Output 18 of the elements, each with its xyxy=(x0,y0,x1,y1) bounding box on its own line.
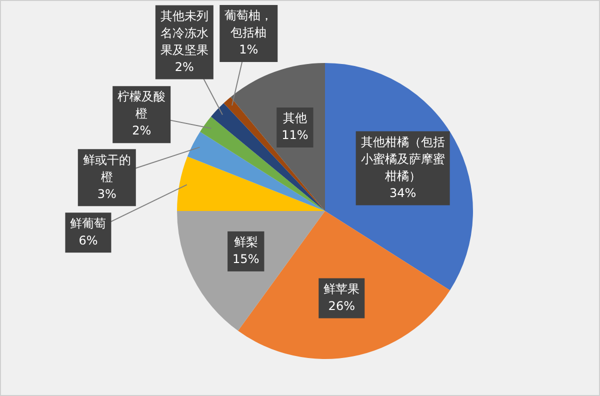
data-label: 6% xyxy=(78,233,98,248)
data-label: 15% xyxy=(232,252,260,266)
slice-label: 其他柑橘（包括小蜜橘及萨摩蜜柑橘） xyxy=(360,134,445,183)
data-label: 26% xyxy=(328,298,355,313)
data-label: 1% xyxy=(239,42,258,57)
data-label: 34% xyxy=(389,186,416,200)
slice-label: 鲜或干的橙 xyxy=(82,152,131,184)
slice-label: 鲜葡萄 xyxy=(70,216,106,230)
slice-label: 鲜梨 xyxy=(234,234,258,249)
slice-label: 其他 xyxy=(282,111,307,126)
data-label: 2% xyxy=(132,124,152,138)
data-label: 3% xyxy=(97,186,116,201)
data-label: 11% xyxy=(282,128,308,142)
slice-label: 鲜苹果 xyxy=(324,282,360,296)
slice-label: 其他未列名冷冻水果及坚果 xyxy=(160,8,208,57)
slice-label: 葡萄柚，包括柚 xyxy=(224,8,273,40)
data-label: 2% xyxy=(174,60,194,74)
slice-label: 柠檬及酸橙 xyxy=(118,90,166,121)
